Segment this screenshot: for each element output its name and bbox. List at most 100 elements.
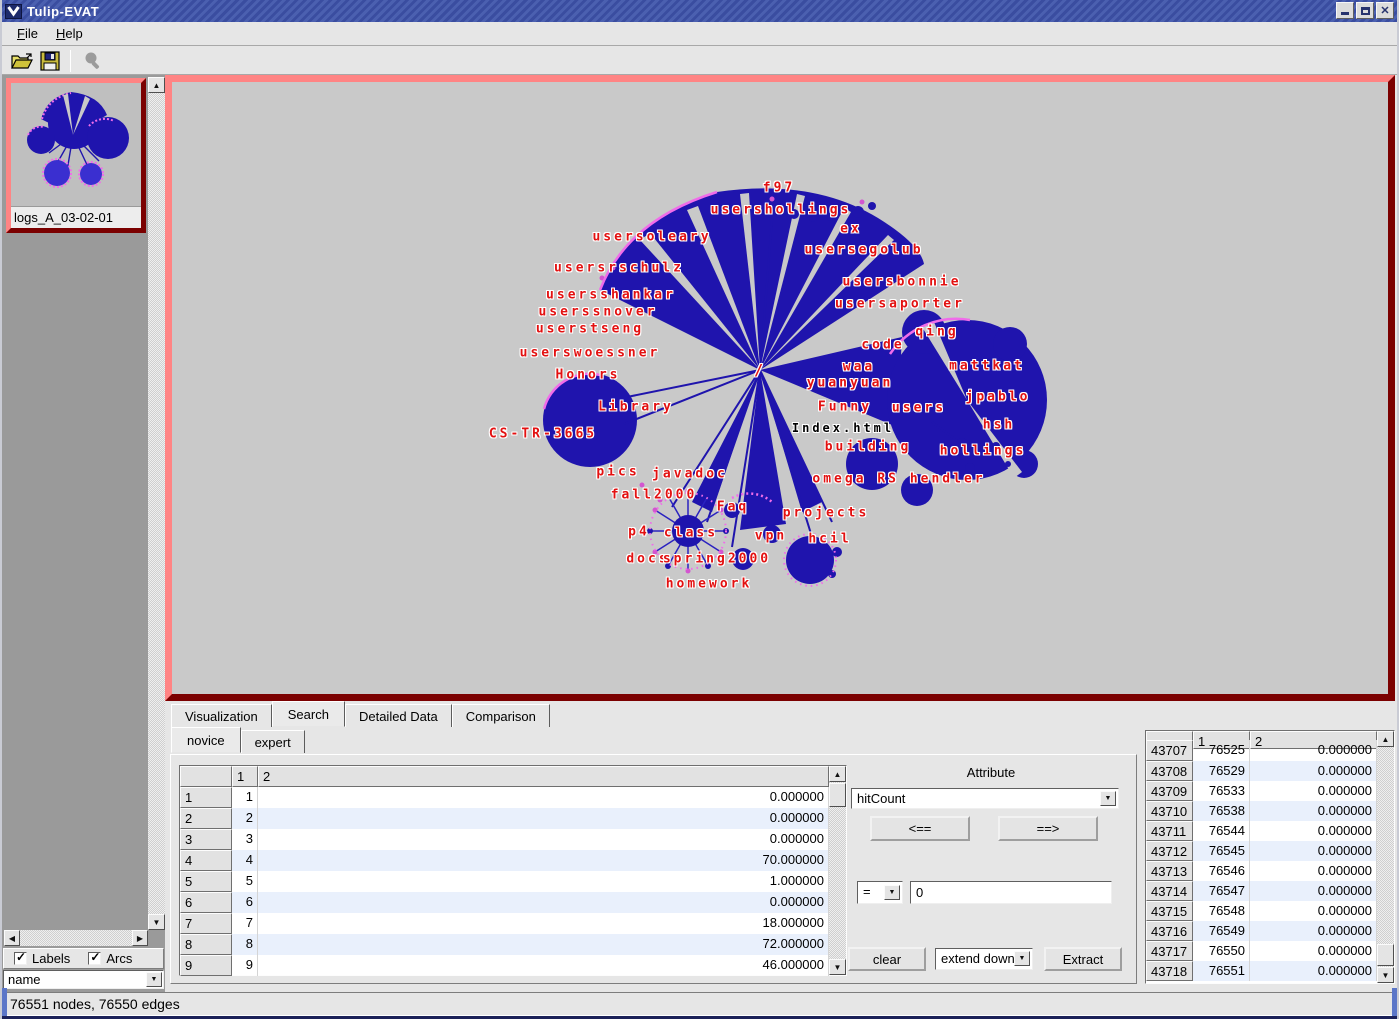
cell-value[interactable]: 0.000000	[1250, 801, 1377, 821]
row-header[interactable]: 43718	[1146, 961, 1193, 981]
row-header[interactable]: 43707	[1146, 740, 1193, 761]
row-header[interactable]: 43709	[1146, 781, 1193, 801]
table-row[interactable]: 7 7 18.000000	[180, 913, 829, 934]
cell-value[interactable]: 0.000000	[1250, 901, 1377, 921]
chevron-down-icon[interactable]	[884, 885, 900, 900]
cell-id[interactable]: 76538	[1193, 801, 1250, 821]
row-header[interactable]: 1	[180, 787, 232, 808]
left-results-table[interactable]: 1 2 1 1 0.000000 2 2 0.000000 3 3 0.000000 4 4 70.000…	[179, 765, 847, 976]
cell-value[interactable]: 0.000000	[258, 787, 829, 808]
arcs-checkbox[interactable]: Arcs	[88, 950, 132, 966]
cell-id[interactable]: 76548	[1193, 901, 1250, 921]
cell-id[interactable]: 9	[232, 955, 258, 976]
table-row[interactable]: 43708 76529 0.000000	[1146, 761, 1377, 781]
cell-value[interactable]: 0.000000	[1250, 861, 1377, 881]
cell-value[interactable]: 0.000000	[258, 829, 829, 850]
cell-id[interactable]: 76545	[1193, 841, 1250, 861]
cell-value[interactable]: 0.000000	[1250, 740, 1377, 761]
sidebar-horizontal-scrollbar[interactable]	[4, 930, 148, 946]
property-select[interactable]: name	[3, 970, 164, 989]
cell-id[interactable]: 6	[232, 892, 258, 913]
table-row[interactable]: 5 5 1.000000	[180, 871, 829, 892]
cell-id[interactable]: 2	[232, 808, 258, 829]
tab-comparison[interactable]: Comparison	[451, 704, 550, 727]
extend-select[interactable]: extend down	[935, 948, 1033, 970]
cell-value[interactable]: 1.000000	[258, 871, 829, 892]
table-row[interactable]: 43709 76533 0.000000	[1146, 781, 1377, 801]
chevron-down-icon[interactable]	[1100, 791, 1116, 806]
save-button[interactable]	[36, 48, 64, 74]
cell-value[interactable]: 70.000000	[258, 850, 829, 871]
cell-value[interactable]: 0.000000	[258, 892, 829, 913]
close-button[interactable]	[1376, 2, 1394, 19]
tab-visualization[interactable]: Visualization	[171, 704, 272, 727]
row-header[interactable]: 3	[180, 829, 232, 850]
scroll-left-icon[interactable]	[4, 930, 20, 946]
cell-id[interactable]: 76533	[1193, 781, 1250, 801]
row-header[interactable]: 7	[180, 913, 232, 934]
cell-id[interactable]: 76544	[1193, 821, 1250, 841]
scroll-down-icon[interactable]	[148, 914, 165, 930]
scroll-up-icon[interactable]	[1377, 731, 1394, 747]
graph-view[interactable]: f97 usershollings usersoleary ex usersegolub…	[165, 75, 1395, 701]
cell-value[interactable]: 72.000000	[258, 934, 829, 955]
minimize-button[interactable]	[1336, 2, 1354, 19]
scroll-up-icon[interactable]	[829, 766, 846, 782]
tab-search[interactable]: Search	[271, 701, 345, 727]
row-header[interactable]: 6	[180, 892, 232, 913]
cell-id[interactable]: 76525	[1193, 740, 1250, 761]
scrollbar-thumb[interactable]	[829, 783, 846, 807]
attribute-select[interactable]: hitCount	[851, 788, 1119, 809]
table-row[interactable]: 1 1 0.000000	[180, 787, 829, 808]
table-row[interactable]: 8 8 72.000000	[180, 934, 829, 955]
scroll-down-icon[interactable]	[829, 959, 846, 975]
table-row[interactable]: 43712 76545 0.000000	[1146, 841, 1377, 861]
cell-id[interactable]: 76550	[1193, 941, 1250, 961]
open-button[interactable]	[8, 48, 36, 74]
maximize-button[interactable]	[1356, 2, 1374, 19]
scroll-down-icon[interactable]	[1377, 967, 1394, 983]
scroll-right-icon[interactable]	[132, 930, 148, 946]
graph-canvas[interactable]: f97 usershollings usersoleary ex usersegolub…	[172, 82, 1388, 694]
table-row[interactable]: 9 9 46.000000	[180, 955, 829, 976]
cell-value[interactable]: 0.000000	[1250, 781, 1377, 801]
zoom-button[interactable]	[79, 48, 107, 74]
table-row[interactable]: 43713 76546 0.000000	[1146, 861, 1377, 881]
cell-value[interactable]: 0.000000	[1250, 761, 1377, 781]
table-corner-cell[interactable]	[180, 766, 232, 787]
right-table-scrollbar[interactable]	[1377, 731, 1394, 983]
row-header[interactable]: 43714	[1146, 881, 1193, 901]
labels-checkbox[interactable]: Labels	[14, 950, 70, 966]
table-row[interactable]: 43715 76548 0.000000	[1146, 901, 1377, 921]
row-header[interactable]: 43711	[1146, 821, 1193, 841]
cell-id[interactable]: 7	[232, 913, 258, 934]
move-left-button[interactable]: <==	[870, 816, 970, 841]
cell-value[interactable]: 46.000000	[258, 955, 829, 976]
cell-value[interactable]: 0.000000	[1250, 821, 1377, 841]
subtab-novice[interactable]: novice	[171, 727, 241, 753]
cell-value[interactable]: 18.000000	[258, 913, 829, 934]
row-header[interactable]: 43708	[1146, 761, 1193, 781]
row-header[interactable]: 5	[180, 871, 232, 892]
cell-value[interactable]: 0.000000	[1250, 841, 1377, 861]
table-row[interactable]: 43710 76538 0.000000	[1146, 801, 1377, 821]
move-right-button[interactable]: ==>	[998, 816, 1098, 841]
left-table-scrollbar[interactable]	[829, 766, 846, 975]
row-header[interactable]: 8	[180, 934, 232, 955]
table-row[interactable]: 43718 76551 0.000000	[1146, 961, 1377, 981]
menu-help[interactable]: Help	[55, 26, 83, 41]
cell-id[interactable]: 4	[232, 850, 258, 871]
sidebar-vertical-scrollbar[interactable]	[148, 77, 165, 930]
scrollbar-thumb[interactable]	[1377, 944, 1394, 966]
title-bar[interactable]: Tulip-EVAT	[2, 0, 1397, 22]
cell-value[interactable]: 0.000000	[258, 808, 829, 829]
tab-detailed-data[interactable]: Detailed Data	[344, 704, 452, 727]
row-header[interactable]: 43713	[1146, 861, 1193, 881]
cell-value[interactable]: 0.000000	[1250, 881, 1377, 901]
table-row[interactable]: 43716 76549 0.000000	[1146, 921, 1377, 941]
cell-id[interactable]: 76546	[1193, 861, 1250, 881]
row-header[interactable]: 9	[180, 955, 232, 976]
column-header[interactable]: 2	[258, 766, 829, 787]
cell-id[interactable]: 5	[232, 871, 258, 892]
table-row[interactable]: 3 3 0.000000	[180, 829, 829, 850]
